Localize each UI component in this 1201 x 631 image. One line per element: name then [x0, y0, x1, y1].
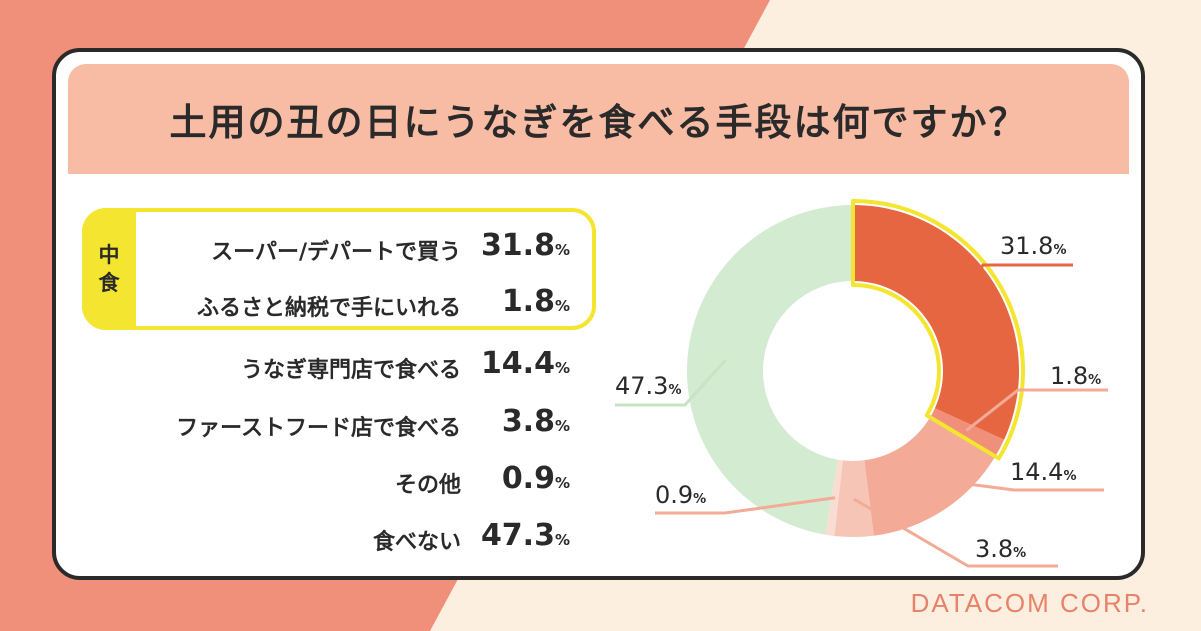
nakashoku-group-tag: 中 食: [82, 208, 136, 330]
legend-label-1: ふるさと納税で手にいれる: [196, 296, 461, 321]
page-title: 土用の丑の日にうなぎを食べる手段は何ですか？: [169, 101, 1028, 144]
donut-slice-0: [853, 205, 1019, 440]
callout-label-1: 1.8%: [1050, 362, 1101, 390]
callout-line-1: [965, 388, 1108, 432]
callout-label-4: 0.9%: [655, 481, 706, 509]
legend-label-4: その他: [394, 473, 461, 498]
callout-line-4: [655, 496, 836, 515]
callout-percent-5: %: [668, 383, 682, 398]
legend-value-percent-0: %: [554, 241, 570, 259]
title-band: 土用の丑の日にうなぎを食べる手段は何ですか？: [68, 64, 1129, 174]
callout-percent-3: %: [1013, 546, 1027, 561]
legend-value-2: 14.4%: [478, 346, 570, 381]
legend-value-number-1: 1.8: [501, 284, 555, 319]
callout-line-3: [853, 497, 1058, 568]
donut-slice-2: [864, 417, 996, 536]
legend-value-percent-2: %: [554, 359, 570, 377]
legend-label-2: うなぎ専門店で食べる: [240, 358, 461, 383]
nakashoku-group-box: [82, 208, 596, 330]
legend-value-number-2: 14.4: [480, 346, 555, 381]
callout-value-2: 14.4: [1010, 458, 1064, 486]
callout-value-4: 0.9: [655, 481, 694, 509]
legend-value-percent-4: %: [554, 474, 570, 492]
legend-value-percent-5: %: [554, 531, 570, 549]
donut-slice-1: [930, 408, 1005, 457]
legend-value-0: 31.8%: [478, 228, 570, 263]
legend-label-5: 食べない: [372, 530, 461, 555]
legend-label-3: ファーストフード店で食べる: [176, 416, 461, 441]
legend-value-1: 1.8%: [478, 284, 570, 319]
donut-slice-5: [687, 205, 853, 535]
callout-line-5: [615, 359, 727, 407]
legend-value-number-5: 47.3: [480, 518, 555, 553]
callout-value-3: 3.8: [975, 535, 1014, 563]
callout-line-0: [959, 263, 1073, 303]
nakashoku-tag-char-2: 食: [98, 271, 120, 295]
callout-percent-1: %: [1088, 373, 1102, 388]
callout-label-3: 3.8%: [975, 535, 1026, 563]
legend-value-number-3: 3.8: [501, 404, 555, 439]
callout-label-2: 14.4%: [1010, 458, 1076, 486]
legend-label-0: スーパー/デパートで買う: [211, 240, 461, 265]
callout-value-0: 31.8: [1000, 232, 1054, 260]
callout-label-0: 31.8%: [1000, 232, 1066, 260]
legend-value-percent-1: %: [554, 297, 570, 315]
callout-percent-2: %: [1063, 469, 1077, 484]
nakashoku-tag-char-1: 中: [98, 243, 120, 267]
footer-brand: DATACOM CORP.: [910, 588, 1149, 618]
callout-value-5: 47.3: [615, 372, 669, 400]
donut-highlight-outline: [851, 199, 1025, 461]
legend-value-number-4: 0.9: [501, 461, 555, 496]
callout-value-1: 1.8: [1050, 362, 1089, 390]
callout-percent-0: %: [1053, 243, 1067, 258]
callout-line-2: [922, 476, 1104, 492]
callout-percent-4: %: [693, 492, 707, 507]
legend-value-5: 47.3%: [478, 518, 570, 553]
legend-value-percent-3: %: [554, 417, 570, 435]
legend-value-3: 3.8%: [478, 404, 570, 439]
callout-label-5: 47.3%: [615, 372, 681, 400]
legend-value-4: 0.9%: [478, 461, 570, 496]
legend-value-number-0: 31.8: [480, 228, 555, 263]
